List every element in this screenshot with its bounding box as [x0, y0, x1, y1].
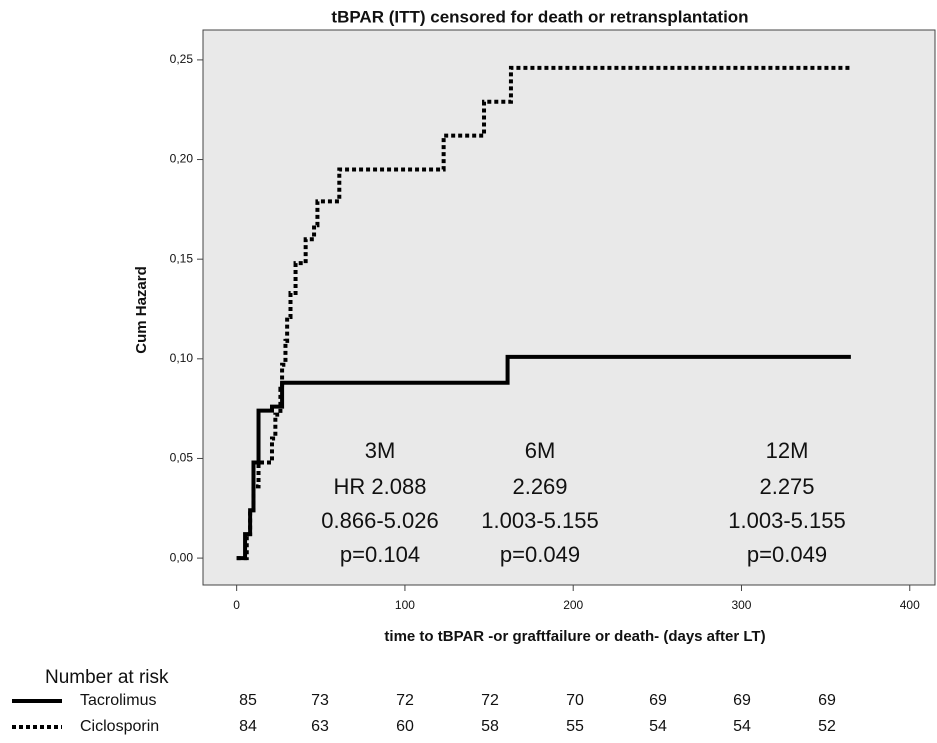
annotation: 2.269 [512, 474, 567, 499]
annotation: 6M [525, 438, 556, 463]
x-axis-label: time to tBPAR -or graftfailure or death-… [384, 628, 765, 645]
risk-count: 69 [649, 692, 667, 709]
risk-count: 60 [396, 718, 414, 735]
annotation: 3M [365, 438, 396, 463]
annotation: 0.866-5.026 [321, 508, 438, 533]
y-tick-label: 0,10 [170, 351, 194, 365]
annotation: 12M [766, 438, 809, 463]
chart-title: tBPAR (ITT) censored for death or retran… [331, 7, 748, 26]
risk-count: 73 [311, 692, 329, 709]
plot-area [202, 29, 936, 586]
y-tick-label: 0,05 [170, 451, 194, 465]
annotation: HR 2.088 [334, 474, 427, 499]
risk-count: 54 [649, 718, 667, 735]
y-axis-label: Cum Hazard [133, 266, 150, 354]
risk-count: 84 [239, 718, 257, 735]
risk-count: 55 [566, 718, 584, 735]
x-tick-label: 0 [233, 598, 240, 612]
risk-count: 52 [818, 718, 836, 735]
step-line [236, 65, 851, 561]
x-tick-label: 300 [731, 598, 751, 612]
risk-title: Number at risk [45, 667, 169, 688]
risk-count: 54 [733, 718, 751, 735]
annotation: 2.275 [759, 474, 814, 499]
annotation: p=0.104 [340, 542, 420, 567]
annotation: p=0.049 [747, 542, 827, 567]
annotation: 1.003-5.155 [728, 508, 845, 533]
legend-label: Tacrolimus [80, 692, 156, 709]
risk-count: 58 [481, 718, 499, 735]
y-tick-label: 0,25 [170, 52, 194, 66]
y-tick-label: 0,00 [170, 550, 194, 564]
risk-count: 63 [311, 718, 329, 735]
x-tick-label: 100 [395, 598, 415, 612]
risk-count: 69 [733, 692, 751, 709]
y-tick-label: 0,15 [170, 251, 194, 265]
x-tick-label: 400 [900, 598, 920, 612]
step-line [236, 354, 851, 561]
risk-count: 85 [239, 692, 257, 709]
risk-count: 72 [481, 692, 499, 709]
legend-label: Ciclosporin [80, 718, 159, 735]
risk-count: 72 [396, 692, 414, 709]
annotation: 1.003-5.155 [481, 508, 598, 533]
annotation: p=0.049 [500, 542, 580, 567]
x-tick-label: 200 [563, 598, 583, 612]
risk-count: 69 [818, 692, 836, 709]
risk-count: 70 [566, 692, 584, 709]
y-tick-label: 0,20 [170, 152, 194, 166]
